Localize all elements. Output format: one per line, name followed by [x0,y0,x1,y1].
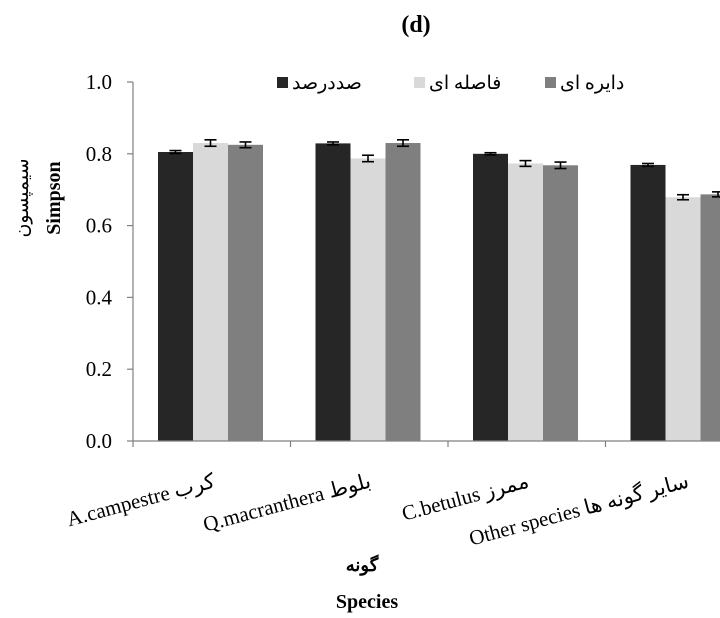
chart-title: (d) [401,12,430,38]
category-label: Q.macranthera بلوط [200,469,373,538]
bar [193,143,228,441]
bar [665,197,701,441]
bar [543,165,578,441]
bar [228,144,263,441]
legend-swatch [545,77,556,88]
y-tick-label: 0.0 [86,429,112,453]
y-axis-ticks: 0.0 0.2 0.4 0.6 0.8 1.0 [86,70,133,453]
bar [350,158,386,442]
legend-label: دایره ای [560,73,624,94]
error-bars [169,138,720,201]
bars [158,143,720,442]
y-tick-label: 0.4 [86,285,113,309]
y-axis-title: Simpson [43,161,65,234]
y-axis-title-persian: سیمپسون [12,158,33,237]
legend-label: صددرصد [292,73,362,94]
x-axis-title-persian: گونه [346,554,379,576]
bar [315,143,351,441]
y-tick-label: 0.2 [86,357,112,381]
bar [700,194,720,441]
bar [473,153,508,442]
bar [158,152,193,441]
y-tick-label: 0.6 [86,214,112,238]
y-tick-label: 0.8 [86,142,112,166]
legend-swatch [414,77,425,88]
bar [630,164,666,441]
category-label: A.campestre کرب [64,469,217,533]
x-axis-ticks [132,441,607,447]
x-axis-title: Species [336,591,398,613]
y-tick-label: 1.0 [86,70,112,94]
legend-swatch [277,77,288,88]
legend-label: فاصله ای [429,73,501,94]
legend: صددرصد فاصله ای دایره ای [277,73,624,94]
bar [508,163,543,442]
bar [385,143,421,441]
